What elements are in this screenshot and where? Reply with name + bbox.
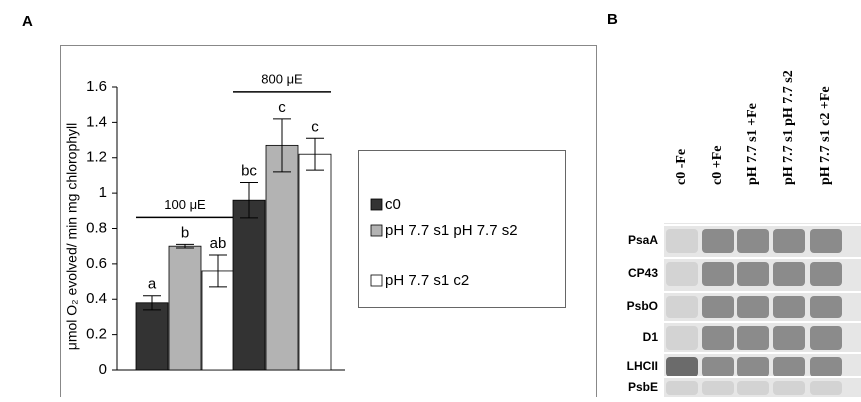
y-tick-label: 0.8 [86,219,107,236]
band [702,381,734,395]
band [773,381,805,395]
y-tick-label: 0.2 [86,326,107,343]
band [702,229,734,253]
significance-letter: b [181,224,189,241]
band [666,296,698,318]
band [773,326,805,350]
legend-box [358,150,566,308]
bar [135,302,169,371]
protein-label: PsbE [628,380,658,394]
band [810,229,842,253]
band [702,262,734,286]
y-tick-label: 0.4 [86,290,107,307]
band [737,357,769,377]
legend-label: c0 [385,196,401,213]
lane-label: pH 7.7 s1 +Fe [745,103,760,185]
y-tick-label: 0.6 [86,255,107,272]
bar [168,245,202,371]
legend-label: pH 7.7 s1 pH 7.7 s2 [385,222,518,239]
band [666,229,698,253]
band [773,296,805,318]
band [702,296,734,318]
lane-label: c0 +Fe [710,146,725,185]
band [702,326,734,350]
band [666,262,698,286]
group-label: 100 μE [164,197,206,212]
y-tick-label: 1.6 [86,78,107,95]
lane-label: pH 7.7 s1 pH 7.7 s2 [781,70,796,185]
band [737,262,769,286]
group-label: 800 μE [261,71,303,86]
legend-label: pH 7.7 s1 c2 [385,272,469,289]
y-tick-label: 1.2 [86,149,107,166]
significance-letter: bc [241,162,257,179]
legend-swatch [370,274,383,287]
y-tick-label: 1 [99,184,107,201]
band [666,381,698,395]
protein-label: LHCII [627,359,658,373]
band [666,357,698,377]
legend-swatch [370,224,383,237]
protein-label: PsaA [628,233,658,247]
band [810,262,842,286]
band [810,381,842,395]
band [702,357,734,377]
band [773,357,805,377]
bar [201,270,235,371]
chart-frame [60,45,597,402]
bar [298,153,332,371]
band [737,381,769,395]
y-tick-label: 1.4 [86,113,107,130]
band [666,326,698,350]
significance-letter: ab [210,235,227,252]
lane-label: pH 7.7 s1 c2 +Fe [818,86,833,185]
bar [232,199,266,371]
protein-label: D1 [643,330,659,344]
band [737,296,769,318]
panel-label: B [607,11,618,28]
protein-label: PsbO [627,299,658,313]
lane-label: c0 -Fe [674,149,689,185]
legend-swatch [370,198,383,211]
significance-letter: c [311,118,319,135]
band [773,262,805,286]
bar [265,144,299,371]
y-tick-label: 0 [99,361,107,378]
y-axis-label: μmol O₂ evolved/ min mg chlorophyll [64,123,80,350]
protein-label: CP43 [628,266,658,280]
band [773,229,805,253]
significance-letter: a [148,276,157,293]
band [810,357,842,377]
band [737,229,769,253]
band [810,326,842,350]
band [737,326,769,350]
panel-label: A [22,13,33,30]
significance-letter: c [278,99,286,116]
band [810,296,842,318]
